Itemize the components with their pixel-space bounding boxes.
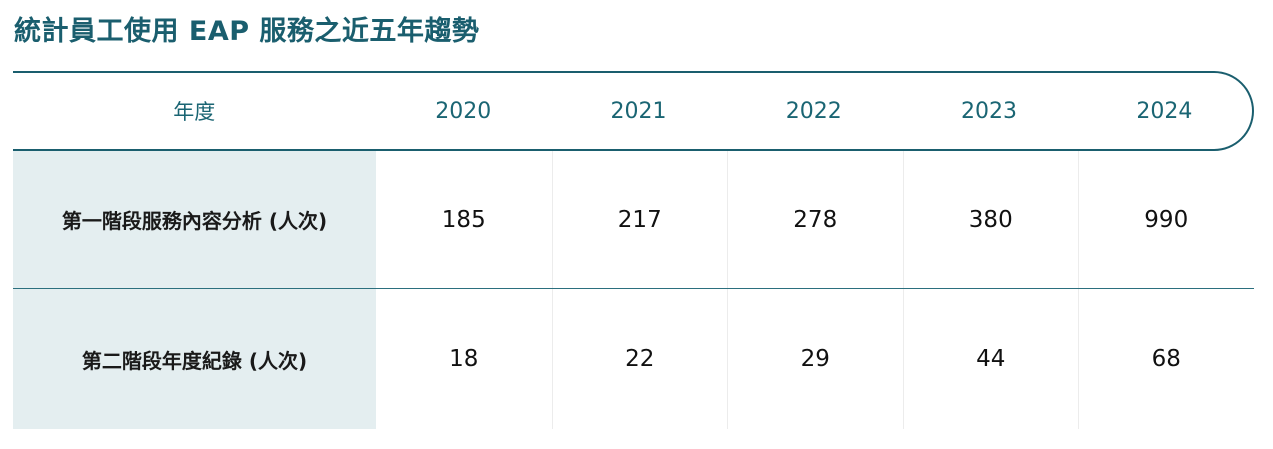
table-cell: 278 <box>727 151 903 288</box>
row-label: 第二階段年度紀錄 (人次) <box>13 289 376 429</box>
table-row: 第一階段服務內容分析 (人次) 185 217 278 380 990 <box>13 151 1254 289</box>
row-label: 第一階段服務內容分析 (人次) <box>13 151 376 288</box>
page-title: 統計員工使用 EAP 服務之近五年趨勢 <box>14 16 480 47</box>
header-year-label: 年度 <box>173 100 216 124</box>
eap-trend-table: 年度 2020 2021 2022 2023 2024 第一階段服務內容分析 (… <box>13 71 1254 429</box>
table-cell: 217 <box>551 151 728 288</box>
table-cell: 22 <box>551 289 728 429</box>
header-year-2024: 2024 <box>1136 98 1193 124</box>
table-cell: 990 <box>1078 151 1254 288</box>
table-cell: 18 <box>449 346 479 372</box>
table-cell: 68 <box>1078 289 1254 429</box>
header-year-2021: 2021 <box>610 98 667 124</box>
header-year-2022: 2022 <box>785 98 842 124</box>
table-cell: 44 <box>902 289 1079 429</box>
header-year-2020: 2020 <box>435 98 492 124</box>
table-header-row: 年度 2020 2021 2022 2023 2024 <box>13 71 1254 151</box>
table-cell: 380 <box>902 151 1079 288</box>
header-year-2023: 2023 <box>961 98 1018 124</box>
table-row: 第二階段年度紀錄 (人次) 18 22 29 44 68 <box>13 289 1254 429</box>
table-cell: 185 <box>441 206 486 233</box>
table-cell: 29 <box>727 289 903 429</box>
